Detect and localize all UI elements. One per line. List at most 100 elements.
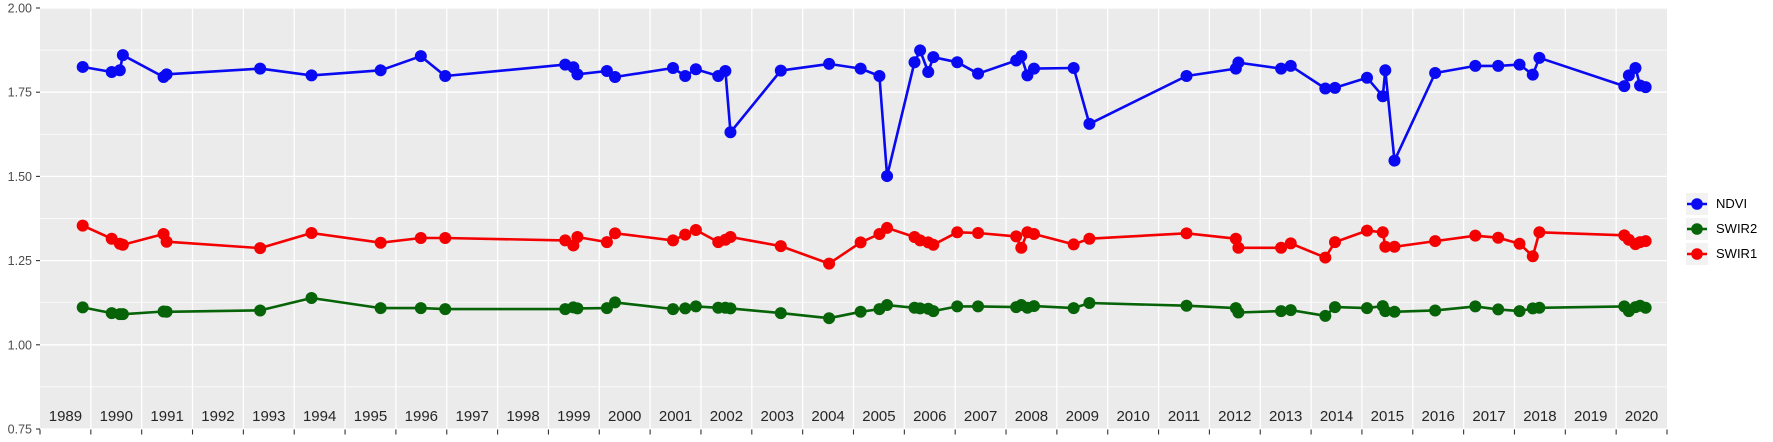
series-swir2-point	[1492, 303, 1505, 316]
series-swir2-point	[667, 303, 680, 316]
series-swir2-point	[414, 302, 427, 315]
x-tick-label-1995: 1995	[354, 408, 387, 425]
series-swir1-point	[1526, 250, 1539, 263]
x-tick-label-2007: 2007	[964, 408, 997, 425]
x-tick-label-1996: 1996	[405, 408, 438, 425]
x-tick-label-2017: 2017	[1472, 408, 1505, 425]
x-tick-label-2000: 2000	[608, 408, 641, 425]
x-tick-label-2010: 2010	[1116, 408, 1149, 425]
series-ndvi-point	[1388, 154, 1401, 167]
legend-label: SWIR1	[1716, 246, 1758, 261]
series-ndvi-point	[116, 49, 129, 62]
series-ndvi-point	[1629, 61, 1642, 74]
series-ndvi-point	[927, 51, 940, 64]
y-tick-label: 2.00	[8, 2, 32, 16]
ndvi-legend-key-icon	[1686, 193, 1708, 215]
series-swir1-point	[439, 232, 452, 245]
series-swir1-point	[679, 228, 692, 241]
series-ndvi-point	[774, 64, 787, 77]
series-swir1-point	[76, 219, 89, 232]
x-tick-label-2011: 2011	[1168, 408, 1200, 425]
x-tick-label-2008: 2008	[1015, 408, 1048, 425]
series-swir1-point	[305, 226, 318, 239]
series-swir2-point	[1083, 297, 1096, 310]
series-swir1-point	[1533, 226, 1546, 239]
series-swir2-point	[679, 302, 692, 315]
series-ndvi-point	[609, 71, 622, 84]
x-tick-label-1994: 1994	[303, 408, 336, 425]
series-swir1-point	[571, 231, 584, 244]
series-swir1-point	[951, 226, 964, 239]
series-ndvi-point	[1492, 59, 1505, 72]
series-ndvi-point	[1180, 70, 1193, 83]
series-swir1-point	[116, 238, 129, 251]
series-ndvi-point	[908, 56, 921, 69]
y-tick-label: 1.25	[8, 254, 32, 268]
series-swir1-point	[414, 232, 427, 245]
series-swir1-point	[160, 235, 173, 248]
series-swir2-point	[1027, 300, 1040, 313]
series-swir1-point	[854, 236, 867, 249]
series-ndvi-point	[1526, 68, 1539, 81]
series-ndvi-point	[951, 56, 964, 69]
legend-item-swir1: SWIR1	[1686, 243, 1757, 265]
series-ndvi-point	[160, 68, 173, 81]
series-swir1-point	[1379, 240, 1392, 253]
series-swir2-point	[76, 301, 89, 314]
series-swir2-point	[439, 303, 452, 316]
series-ndvi-point	[1379, 64, 1392, 77]
swir1-legend-key-icon	[1686, 243, 1708, 265]
x-tick-label-2004: 2004	[811, 408, 844, 425]
series-swir2-point	[254, 304, 267, 317]
series-swir1-point	[823, 257, 836, 270]
x-tick-label-1992: 1992	[201, 408, 234, 425]
y-tick-label: 1.00	[8, 338, 32, 352]
series-swir1-point	[1232, 241, 1245, 254]
x-tick-label-2020: 2020	[1625, 408, 1658, 425]
series-swir2-point	[972, 300, 985, 313]
x-tick-label-1990: 1990	[100, 408, 133, 425]
series-swir2-point	[689, 300, 702, 313]
series-swir2-point	[1639, 301, 1652, 314]
legend: NDVI SWIR2 SWIR1	[1686, 193, 1757, 265]
x-axis-labels: 1989 1990 1991 1992 1993 1994 1995 1996 1997 1998…	[49, 408, 1659, 425]
x-tick-label-1991: 1991	[150, 408, 183, 425]
series-swir2-point	[305, 291, 318, 304]
series-swir1-point	[1388, 240, 1401, 253]
series-swir1-point	[1361, 224, 1374, 237]
series-swir2-point	[1275, 305, 1288, 318]
series-ndvi	[76, 44, 1652, 183]
series-swir1-point	[1429, 235, 1442, 248]
x-tick-label-1999: 1999	[557, 408, 590, 425]
series-ndvi-point	[679, 70, 692, 83]
x-tick-label-2001: 2001	[659, 408, 692, 425]
series-swir1-point	[1027, 227, 1040, 240]
series-swir1-point	[1015, 241, 1028, 254]
series-ndvi-point	[1361, 71, 1374, 84]
series-swir2-point	[1379, 305, 1392, 318]
series-ndvi-point	[823, 57, 836, 70]
series-ndvi-point	[1429, 67, 1442, 80]
series-swir1-point	[667, 234, 680, 247]
series-swir1-point	[724, 231, 737, 244]
series-ndvi-point	[1328, 81, 1341, 94]
x-tick-label-1997: 1997	[455, 408, 488, 425]
series-swir1-point	[1229, 232, 1242, 245]
series-swir2-point	[374, 302, 387, 315]
series-swir2-point	[1067, 302, 1080, 315]
series-swir1-point	[1319, 251, 1332, 264]
x-tick-label-2014: 2014	[1320, 408, 1353, 425]
x-tick-label-2016: 2016	[1422, 408, 1455, 425]
series-swir1-point	[1328, 236, 1341, 249]
series-swir2-point	[1469, 300, 1482, 313]
series-swir2-point	[951, 300, 964, 313]
series-ndvi-point	[1015, 50, 1028, 63]
series-ndvi-point	[719, 64, 732, 77]
series-swir2	[76, 291, 1652, 325]
series-swir1-point	[1010, 230, 1023, 243]
series-ndvi-point	[724, 126, 737, 139]
series-swir1-point	[774, 240, 787, 253]
series-swir2-point	[1429, 304, 1442, 317]
series-swir2-point	[1361, 302, 1374, 315]
series-ndvi-point	[689, 63, 702, 76]
